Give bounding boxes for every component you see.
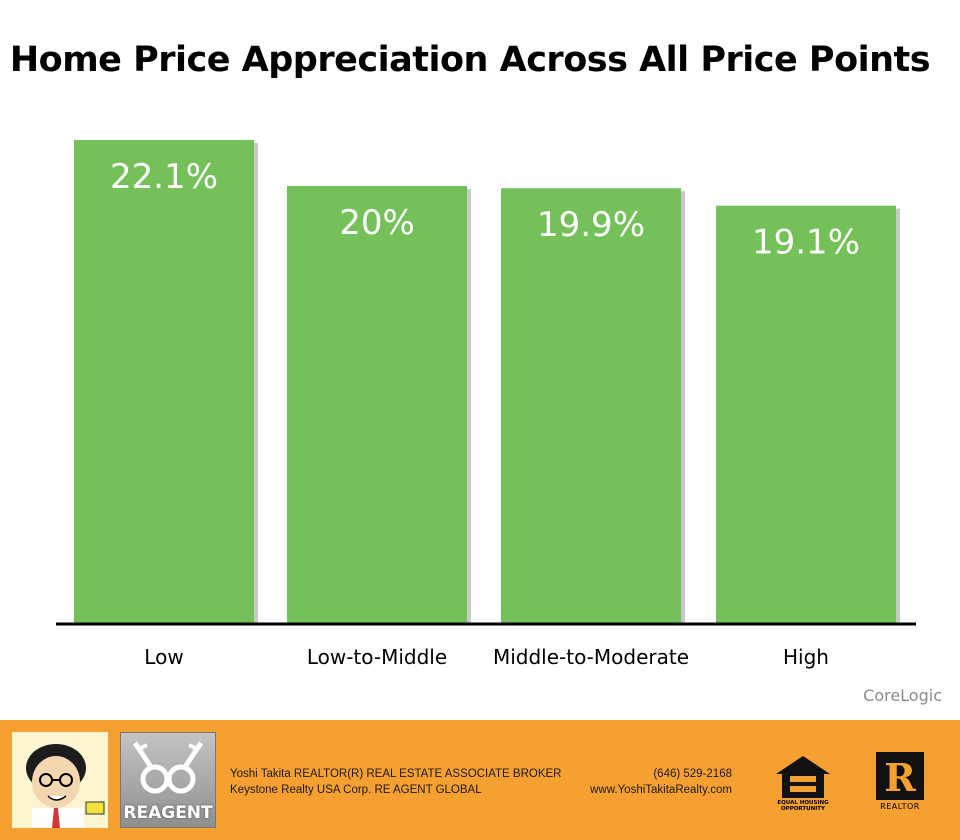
- source-label: CoreLogic: [863, 686, 942, 705]
- bar-low-to-middle: [287, 185, 467, 624]
- bar-chart: 22.1% 20% 19.9% 19.1% Low Low-to-Middle Middl…: [56, 140, 916, 669]
- website-link[interactable]: www.YoshiTakitaRealty.com: [590, 784, 732, 796]
- value-label: 19.9%: [537, 205, 645, 245]
- bar-middle-to-moderate: [501, 188, 681, 624]
- reagent-logo: REAGENT: [120, 732, 216, 828]
- agent-caricature-avatar: [12, 732, 108, 828]
- equal-housing-text: EQUAL HOUSING OPPORTUNITY: [777, 800, 829, 812]
- value-label: 20%: [339, 203, 415, 243]
- realtor-r-icon: R: [884, 755, 916, 800]
- agent-line-2: Keystone Realty USA Corp. RE AGENT GLOBA…: [230, 784, 482, 796]
- agent-line-1: Yoshi Takita REALTOR(R) REAL ESTATE ASSO…: [230, 768, 562, 780]
- category-label: Middle-to-Moderate: [493, 645, 689, 669]
- agent-info: Yoshi Takita REALTOR(R) REAL ESTATE ASSO…: [230, 766, 561, 798]
- house-icon: [776, 756, 830, 798]
- value-label: 19.1%: [752, 223, 860, 263]
- category-label: Low-to-Middle: [307, 645, 447, 669]
- chart-title: Home Price Appreciation Across All Price…: [9, 40, 931, 80]
- equal-housing-logo: EQUAL HOUSING OPPORTUNITY: [774, 754, 832, 814]
- value-label: 22.1%: [110, 157, 218, 197]
- keys-icon: [132, 741, 204, 794]
- bar-low: [74, 140, 254, 624]
- category-label: Low: [144, 645, 183, 669]
- phone-number: (646) 529-2168: [653, 768, 732, 780]
- category-label: High: [783, 645, 829, 669]
- realtor-r-box: [876, 752, 924, 800]
- realtor-logo: R REALTOR: [872, 752, 928, 814]
- contact-info: (646) 529-2168 www.YoshiTakitaRealty.com: [586, 766, 732, 798]
- bar-high: [716, 205, 896, 624]
- realtor-text: REALTOR: [880, 802, 920, 811]
- reagent-logo-text: REAGENT: [123, 803, 213, 823]
- footer-banner: REAGENT Yoshi Takita REALTOR(R) REAL EST…: [0, 720, 960, 840]
